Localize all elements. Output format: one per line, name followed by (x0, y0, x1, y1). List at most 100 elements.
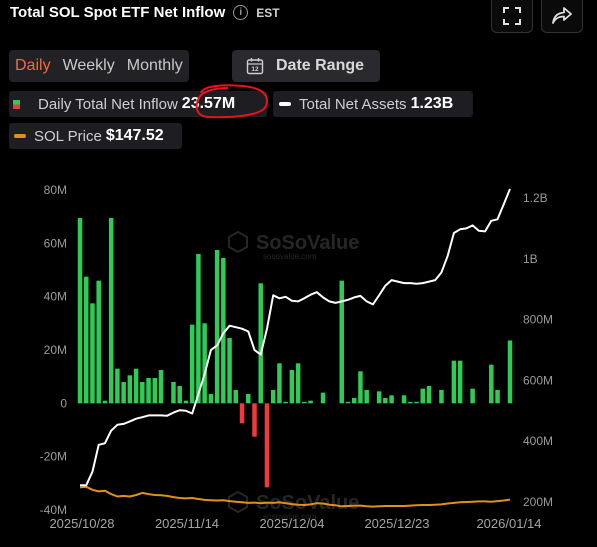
legend-inflow-label: Daily Total Net Inflow (38, 95, 178, 113)
inflow-bar (252, 403, 257, 437)
right-tick-label: 1.2B (523, 191, 548, 205)
inflow-bar (470, 388, 475, 404)
inflow-bars (77, 218, 513, 488)
right-tick-label: 600M (523, 373, 553, 387)
inflow-bar (140, 382, 145, 404)
inflow-bar (295, 363, 301, 404)
inflow-bar (495, 390, 500, 404)
inflow-bar (246, 394, 251, 404)
inflow-bar (227, 338, 232, 404)
watermark-logo-icon (228, 490, 248, 514)
inflow-bar (414, 401, 419, 404)
inflow-bar (389, 395, 394, 404)
legend-price[interactable]: SOL Price $147.52 (9, 123, 182, 149)
inflow-bar (158, 370, 164, 404)
inflow-bar (277, 363, 282, 404)
left-tick-label: -20M (40, 450, 67, 464)
inflow-bar (171, 382, 176, 404)
tab-daily[interactable]: Daily (15, 57, 51, 74)
inflow-bar (177, 386, 182, 404)
inflow-bar (351, 398, 357, 404)
legend-assets[interactable]: Total Net Assets 1.23B (273, 91, 473, 117)
inflow-bar (345, 401, 351, 404)
tab-weekly[interactable]: Weekly (62, 57, 115, 74)
timezone-label: EST (256, 5, 280, 20)
share-button[interactable] (541, 0, 583, 33)
inflow-bar (270, 390, 276, 404)
inflow-bar (239, 403, 245, 424)
inflow-bar (408, 401, 413, 404)
inflow-bar (208, 394, 214, 404)
period-tabs: Daily Weekly Monthly (9, 50, 189, 82)
right-tick-label: 800M (523, 313, 553, 327)
inflow-bar (376, 391, 382, 404)
inflow-bar (233, 390, 239, 404)
legend-assets-value: 1.23B (410, 95, 454, 112)
inflow-bar (426, 386, 432, 404)
calendar-icon: 12 (246, 58, 264, 75)
x-tick-label: 2025/10/28 (49, 516, 114, 531)
inflow-bar (83, 276, 89, 404)
inflow-bar (358, 371, 363, 404)
inflow-bar (320, 392, 326, 404)
inflow-bar (420, 388, 425, 404)
inflow-bar (127, 375, 133, 404)
right-tick-label: 400M (523, 434, 553, 448)
inflow-bar (202, 323, 207, 404)
inflow-bar (489, 364, 494, 404)
inflow-bar (115, 368, 120, 404)
inflow-bar (189, 324, 195, 404)
inflow-bar (183, 400, 189, 404)
legend-price-value: $147.52 (105, 127, 164, 144)
inflow-bar (77, 218, 83, 404)
inflow-bar (90, 303, 95, 404)
left-tick-label: 80M (44, 183, 67, 197)
x-tick-label: 2025/12/04 (259, 516, 324, 531)
inflow-bar (339, 280, 344, 404)
inflow-bar (96, 280, 101, 404)
sol-price-line (79, 485, 511, 508)
watermark-url: sosovalue.com (263, 252, 317, 261)
x-tick-label: 2025/12/23 (364, 516, 429, 531)
price-swatch-icon (14, 134, 26, 138)
calendar-day: 12 (251, 66, 259, 73)
watermark-url: sosovalue.com (263, 512, 317, 521)
inflow-bar (507, 340, 513, 404)
x-tick-label: 2025/11/14 (155, 516, 219, 531)
inflow-bar (289, 370, 295, 404)
inflow-bar (121, 382, 126, 404)
inflow-bar (214, 250, 220, 404)
inflow-bar (302, 401, 307, 404)
tab-monthly[interactable]: Monthly (126, 57, 183, 74)
inflow-bar (221, 258, 226, 404)
inflow-bar (196, 254, 201, 404)
x-axis: 2025/10/28 2025/11/14 2025/12/04 2025/12/23… (49, 516, 541, 531)
date-range-button[interactable]: 12 Date Range (232, 50, 380, 82)
left-tick-label: 0 (60, 396, 67, 410)
inflow-bar (283, 401, 288, 404)
inflow-bar (258, 283, 263, 404)
inflow-bar (133, 368, 139, 404)
inflow-bar (383, 398, 388, 404)
left-tick-label: -40M (40, 503, 67, 517)
watermark-group: SoSoValue sosovalue.com SoSoValue sosova… (228, 230, 359, 521)
right-tick-label: 1B (523, 252, 538, 266)
fullscreen-button[interactable] (491, 0, 533, 33)
inflow-bar (152, 378, 158, 404)
inflow-bar (108, 218, 114, 404)
info-circle-icon[interactable]: i (233, 5, 249, 20)
watermark-brand: SoSoValue (256, 492, 359, 514)
inflow-bar (451, 360, 457, 404)
watermark-brand: SoSoValue (256, 232, 359, 254)
series-lines (79, 188, 511, 508)
inflow-bar (439, 390, 444, 404)
inflow-bar (364, 390, 369, 404)
inflow-bar (457, 360, 463, 404)
inflow-bar (146, 378, 151, 404)
right-tick-label: 200M (523, 495, 553, 509)
inflow-bar (102, 400, 108, 404)
chart-title-row: Total SOL Spot ETF Net Inflow i EST (10, 4, 280, 21)
assets-swatch-icon (279, 102, 291, 106)
inflow-bar (264, 403, 270, 488)
